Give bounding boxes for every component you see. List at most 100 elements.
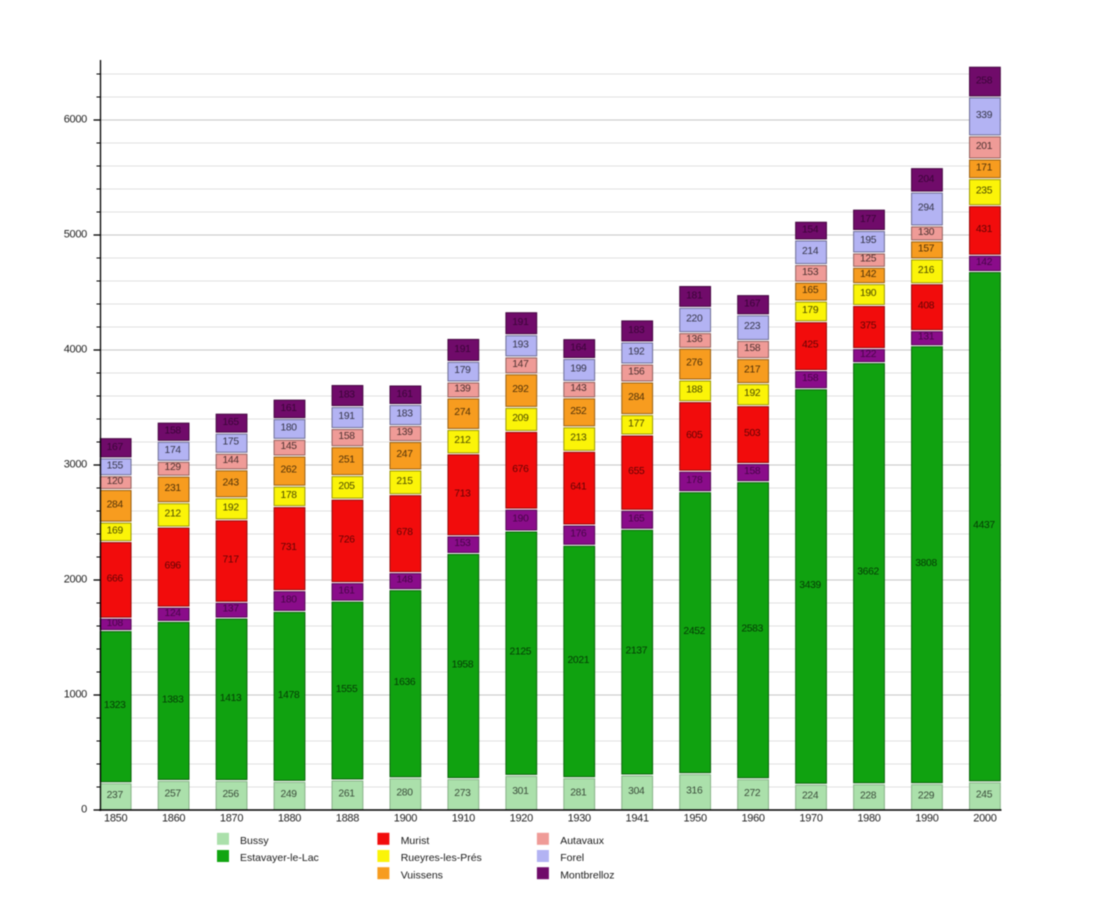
svg-text:257: 257	[165, 789, 182, 800]
svg-text:272: 272	[744, 788, 761, 799]
svg-text:2452: 2452	[683, 626, 705, 637]
svg-text:228: 228	[860, 790, 877, 801]
svg-text:425: 425	[802, 340, 819, 351]
svg-text:1555: 1555	[336, 684, 358, 695]
svg-text:1000: 1000	[64, 689, 87, 701]
svg-text:294: 294	[918, 203, 935, 214]
svg-text:301: 301	[512, 786, 529, 797]
svg-text:229: 229	[918, 790, 935, 801]
svg-text:201: 201	[976, 141, 993, 152]
svg-text:280: 280	[396, 787, 413, 798]
svg-text:273: 273	[454, 788, 471, 799]
svg-text:3439: 3439	[799, 580, 821, 591]
svg-text:243: 243	[223, 477, 240, 488]
svg-text:1960: 1960	[741, 813, 764, 825]
svg-text:1980: 1980	[857, 813, 880, 825]
svg-text:1941: 1941	[626, 813, 649, 825]
svg-text:2000: 2000	[64, 574, 87, 586]
svg-text:641: 641	[570, 482, 587, 493]
svg-text:1880: 1880	[278, 813, 301, 825]
svg-text:158: 158	[802, 373, 819, 384]
svg-text:261: 261	[338, 788, 355, 799]
svg-text:120: 120	[107, 476, 124, 487]
svg-text:180: 180	[280, 595, 297, 606]
svg-text:154: 154	[802, 225, 819, 236]
svg-text:191: 191	[512, 317, 529, 328]
svg-text:144: 144	[223, 455, 240, 466]
svg-text:122: 122	[860, 349, 877, 360]
svg-text:192: 192	[744, 388, 761, 399]
svg-text:147: 147	[512, 359, 529, 370]
svg-text:1990: 1990	[915, 813, 938, 825]
svg-text:252: 252	[570, 406, 587, 417]
svg-text:678: 678	[396, 527, 413, 538]
svg-text:Autavaux: Autavaux	[560, 835, 605, 847]
svg-text:1958: 1958	[452, 660, 474, 671]
svg-text:247: 247	[396, 449, 413, 460]
svg-text:6000: 6000	[64, 114, 87, 126]
svg-text:224: 224	[802, 791, 819, 802]
svg-text:676: 676	[512, 464, 529, 475]
svg-text:339: 339	[976, 110, 993, 121]
svg-text:1920: 1920	[510, 813, 533, 825]
svg-text:177: 177	[860, 214, 877, 225]
svg-text:167: 167	[107, 442, 124, 453]
svg-text:212: 212	[165, 508, 182, 519]
svg-text:4000: 4000	[64, 344, 87, 356]
svg-text:3000: 3000	[64, 459, 87, 471]
svg-text:2021: 2021	[567, 655, 589, 666]
svg-text:251: 251	[338, 455, 355, 466]
svg-text:178: 178	[686, 475, 703, 486]
svg-text:316: 316	[686, 785, 703, 796]
svg-text:249: 249	[280, 789, 297, 800]
svg-text:717: 717	[223, 555, 240, 566]
svg-text:375: 375	[860, 321, 877, 332]
svg-text:1860: 1860	[162, 813, 185, 825]
svg-text:145: 145	[280, 441, 297, 452]
svg-text:192: 192	[628, 346, 645, 357]
svg-text:Bussy: Bussy	[240, 835, 269, 847]
svg-text:143: 143	[570, 383, 587, 394]
svg-text:178: 178	[280, 490, 297, 501]
svg-text:3808: 3808	[915, 558, 937, 569]
svg-text:Rueyres-les-Prés: Rueyres-les-Prés	[401, 852, 482, 864]
svg-text:292: 292	[512, 384, 529, 395]
svg-text:142: 142	[976, 257, 993, 268]
svg-text:2583: 2583	[741, 624, 763, 635]
svg-text:1323: 1323	[104, 700, 126, 711]
svg-text:156: 156	[628, 367, 645, 378]
svg-text:161: 161	[396, 389, 413, 400]
svg-text:142: 142	[860, 269, 877, 280]
svg-text:155: 155	[107, 460, 124, 471]
svg-text:Murist: Murist	[401, 835, 430, 847]
svg-text:431: 431	[976, 224, 993, 235]
svg-text:726: 726	[338, 534, 355, 545]
svg-text:281: 281	[570, 787, 587, 798]
svg-text:3662: 3662	[857, 567, 879, 578]
svg-text:174: 174	[165, 445, 182, 456]
svg-text:129: 129	[165, 462, 182, 473]
svg-text:205: 205	[338, 481, 355, 492]
svg-text:503: 503	[744, 428, 761, 439]
svg-text:1413: 1413	[220, 693, 242, 704]
svg-text:179: 179	[454, 365, 471, 376]
svg-text:193: 193	[512, 339, 529, 350]
svg-text:235: 235	[976, 186, 993, 197]
svg-text:148: 148	[396, 575, 413, 586]
svg-text:191: 191	[338, 411, 355, 422]
svg-text:192: 192	[223, 502, 240, 513]
svg-text:165: 165	[628, 513, 645, 524]
svg-text:108: 108	[107, 618, 124, 629]
svg-text:158: 158	[165, 426, 182, 437]
svg-text:157: 157	[918, 243, 935, 254]
svg-text:713: 713	[454, 488, 471, 499]
svg-text:136: 136	[686, 334, 703, 345]
svg-text:181: 181	[686, 290, 703, 301]
svg-text:605: 605	[686, 430, 703, 441]
svg-text:731: 731	[280, 542, 297, 553]
svg-text:215: 215	[396, 476, 413, 487]
svg-text:Estavayer-le-Lac: Estavayer-le-Lac	[240, 852, 319, 864]
svg-text:696: 696	[165, 561, 182, 572]
svg-text:179: 179	[802, 305, 819, 316]
svg-text:284: 284	[628, 392, 645, 403]
